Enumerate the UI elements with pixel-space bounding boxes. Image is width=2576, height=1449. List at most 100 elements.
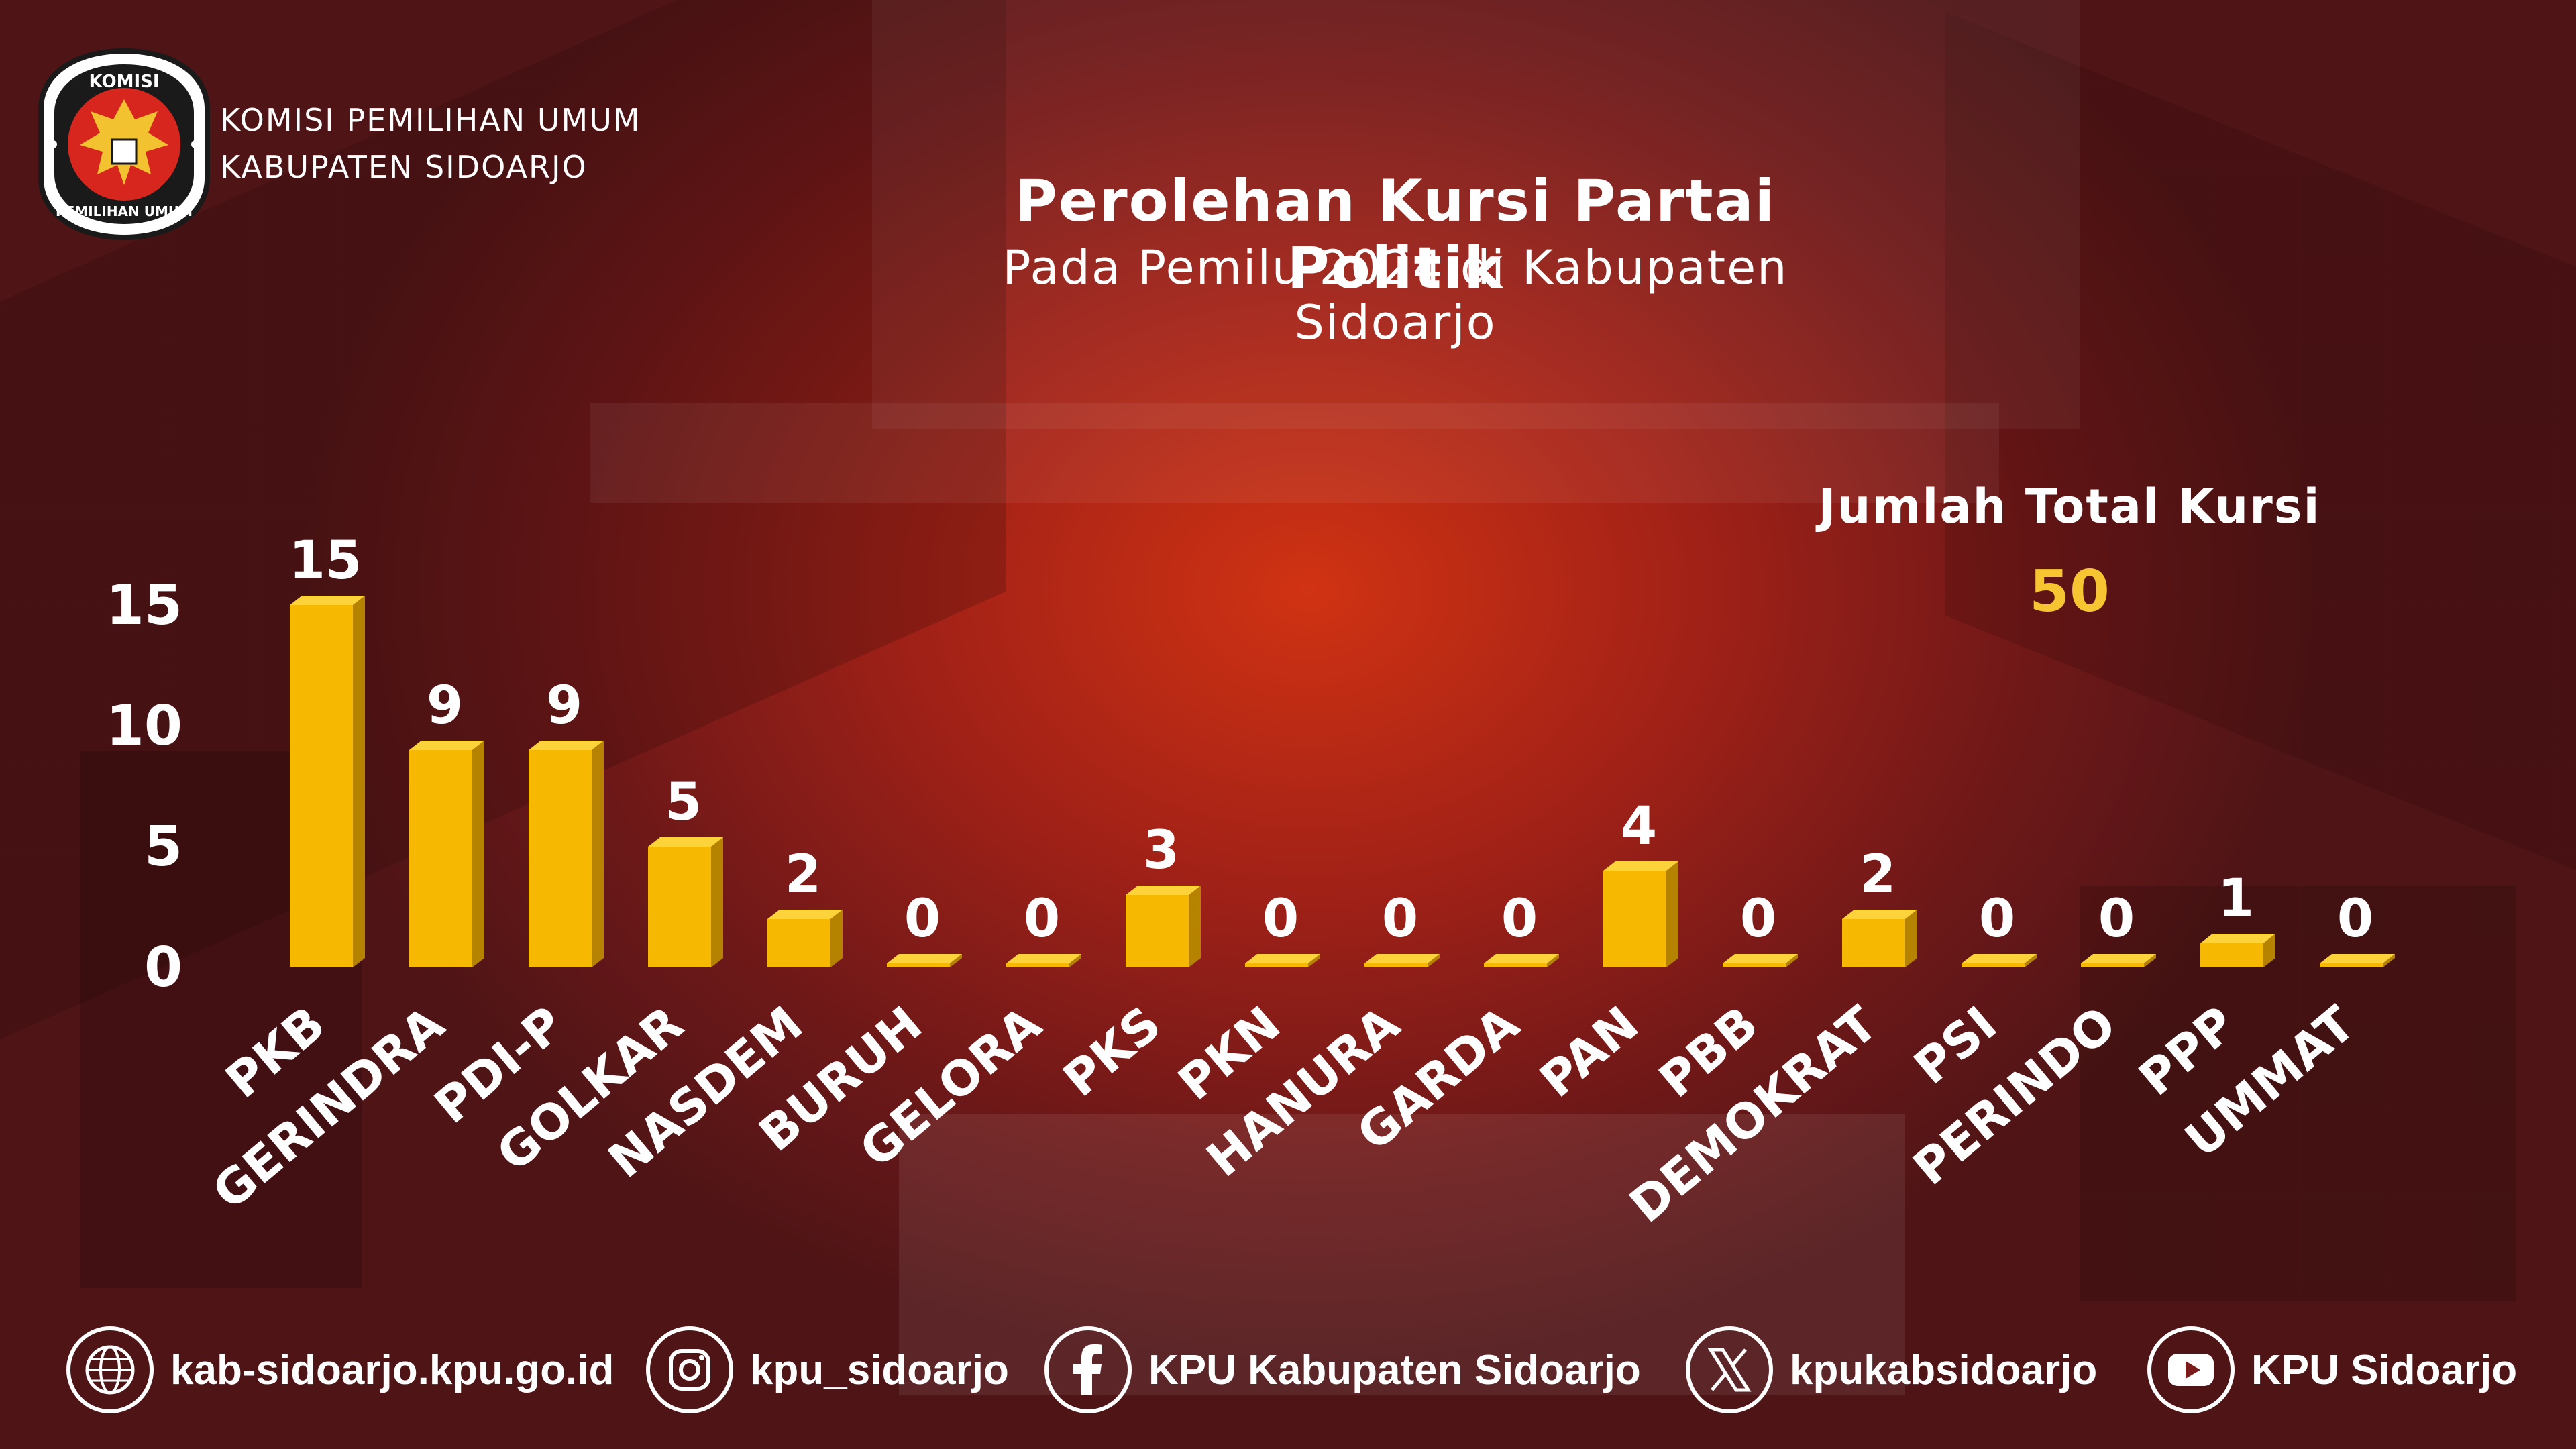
bar-pkb: 15 [289, 531, 365, 967]
bar-pks: 3 [1126, 820, 1201, 967]
facebook-icon [1044, 1326, 1132, 1413]
background-facade [872, 0, 2080, 429]
bar-top [1962, 954, 2037, 963]
bar-front [529, 750, 592, 967]
data-label: 2 [1860, 845, 1896, 905]
footer-instagram[interactable]: kpu_sidoarjo [644, 1323, 1009, 1417]
footer-youtube-text: KPU Sidoarjo [2251, 1346, 2518, 1393]
bar-pdi-p: 9 [529, 676, 604, 967]
bar-buruh: 0 [887, 889, 962, 967]
bar-pan: 4 [1603, 796, 1678, 967]
data-label: 9 [546, 676, 582, 736]
bar-psi: 0 [1962, 889, 2037, 967]
data-label: 2 [785, 845, 821, 905]
instagram-icon [646, 1326, 733, 1413]
data-label: 0 [1024, 889, 1060, 949]
bar-front [1723, 963, 1786, 967]
footer-instagram-text: kpu_sidoarjo [750, 1346, 1009, 1393]
bar-side [2144, 954, 2156, 967]
bar-pbb: 0 [1723, 889, 1798, 967]
bar-front [1126, 895, 1189, 967]
data-label: 0 [2337, 889, 2373, 949]
bar-top [409, 741, 484, 750]
bar-top [887, 954, 962, 963]
bar-side [2383, 954, 2395, 967]
org-name-line1: KOMISI PEMILIHAN UMUM [220, 102, 641, 138]
bar-top [1364, 954, 1440, 963]
bar-front [290, 605, 353, 967]
bar-side [1189, 885, 1201, 967]
data-label: 0 [2098, 889, 2135, 949]
x-tick-label: GERINDRA [202, 995, 455, 1220]
footer-youtube[interactable]: KPU Sidoarjo [2145, 1323, 2517, 1417]
bar-pkn: 0 [1245, 889, 1320, 967]
bar-gerindra: 9 [409, 676, 484, 967]
bar-side [1428, 954, 1440, 967]
bar-top [2200, 934, 2275, 943]
bar-top [1723, 954, 1798, 963]
data-label: 0 [1740, 889, 1776, 949]
bar-front [2320, 963, 2383, 967]
bar-side [1547, 954, 1559, 967]
bar-side [592, 741, 604, 967]
bar-side [1905, 910, 1917, 967]
org-name-line2: KABUPATEN SIDOARJO [220, 149, 588, 185]
footer-x-text: kpukabsidoarjo [1790, 1346, 2098, 1393]
bar-top [1484, 954, 1559, 963]
bar-side [1308, 954, 1320, 967]
kpu-logo: KOMISI PEMILIHAN UMUM [38, 48, 210, 241]
chart-subtitle: Pada Pemilu 2024 di Kabupaten Sidoarjo [1002, 240, 1788, 350]
bar-top [529, 741, 604, 750]
bar-top [290, 596, 365, 605]
footer-x[interactable]: kpukabsidoarjo [1684, 1323, 2097, 1417]
data-label: 4 [1621, 796, 1657, 857]
bar-side [711, 837, 723, 967]
bar-side [830, 910, 843, 967]
data-label: 15 [289, 531, 362, 591]
y-tick-label: 5 [144, 815, 182, 879]
bar-front [1603, 871, 1666, 967]
logo-text-bottom: PEMILIHAN UMUM [56, 203, 193, 219]
data-label: 1 [2218, 869, 2254, 929]
data-label: 5 [665, 772, 702, 833]
bar-ummat: 0 [2320, 889, 2395, 967]
x-logo-icon [1686, 1326, 1773, 1413]
bar-front [1484, 963, 1547, 967]
bar-front [1962, 963, 2025, 967]
bar-front [2081, 963, 2144, 967]
bar-front [887, 963, 950, 967]
bar-front [1245, 963, 1308, 967]
footer-facebook[interactable]: KPU Kabupaten Sidoarjo [1042, 1323, 1641, 1417]
bar-ppp: 1 [2200, 869, 2275, 967]
logo-text-top: KOMISI [89, 72, 159, 92]
bar-front [1842, 919, 1905, 967]
data-label: 0 [904, 889, 941, 949]
bar-demokrat: 2 [1842, 845, 1917, 967]
globe-icon [66, 1326, 154, 1413]
bar-top [1245, 954, 1320, 963]
background-balcony [899, 1114, 1905, 1395]
bar-garda: 0 [1484, 889, 1559, 967]
total-seats-value: 50 [2029, 558, 2110, 625]
footer-facebook-text: KPU Kabupaten Sidoarjo [1148, 1346, 1641, 1393]
bar-front [409, 750, 472, 967]
footer-website[interactable]: kab-sidoarjo.kpu.go.id [64, 1323, 614, 1417]
bar-top [1603, 861, 1678, 871]
bar-side [472, 741, 484, 967]
bar-perindo: 0 [2081, 889, 2156, 967]
y-tick-label: 0 [144, 936, 182, 1000]
bar-side [2263, 934, 2275, 967]
bar-top [2320, 954, 2395, 963]
data-label: 0 [1979, 889, 2015, 949]
background-canopy [590, 402, 1999, 503]
bar-side [950, 954, 962, 967]
data-label: 3 [1143, 820, 1179, 881]
bar-front [1364, 963, 1428, 967]
bar-front [2200, 943, 2263, 967]
footer-website-text: kab-sidoarjo.kpu.go.id [170, 1346, 614, 1393]
bar-hanura: 0 [1364, 889, 1440, 967]
bar-side [1666, 861, 1678, 967]
data-label: 0 [1501, 889, 1538, 949]
